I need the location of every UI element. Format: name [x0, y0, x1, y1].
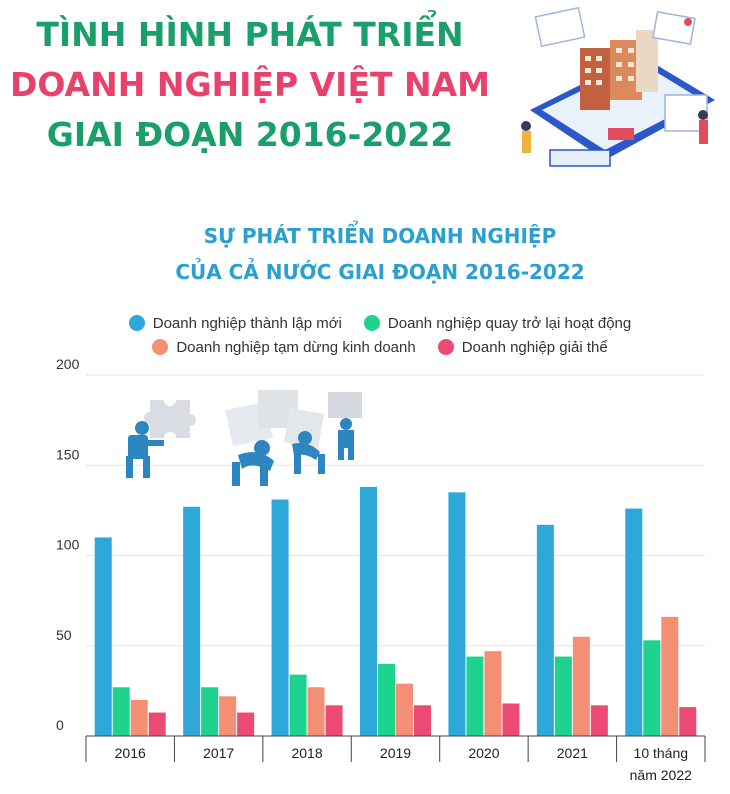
x-tick-label: 2017 — [203, 745, 234, 761]
legend-item-dissolved: Doanh nghiệp giải thể — [437, 338, 608, 356]
bar — [271, 499, 289, 736]
bar — [396, 683, 413, 736]
bar — [661, 616, 679, 736]
office-building-illustration — [521, 6, 715, 167]
x-tick-label: 2016 — [115, 745, 146, 761]
title-line-3: GIAI ĐOẠN 2016-2022 — [46, 115, 454, 154]
bar — [679, 707, 697, 736]
x-tick-label: 2018 — [291, 745, 322, 761]
bar — [590, 705, 608, 736]
bar — [183, 506, 201, 736]
legend-label-suspended: Doanh nghiệp tạm dừng kinh doanh — [176, 338, 416, 356]
bar — [414, 705, 431, 736]
bar — [536, 524, 554, 736]
bar — [554, 656, 572, 736]
header-title: TÌNH HÌNH PHÁT TRIỂN DOANH NGHIỆP VIỆT N… — [0, 10, 500, 160]
title-line-1: TÌNH HÌNH PHÁT TRIỂN — [36, 15, 464, 54]
x-tick-label: 2019 — [380, 745, 411, 761]
bar — [572, 636, 590, 736]
x-tick-label: 10 tháng năm 2022 — [630, 745, 692, 783]
legend-label-dissolved: Doanh nghiệp giải thể — [461, 338, 608, 356]
bar — [94, 537, 112, 736]
legend-label-returned: Doanh nghiệp quay trở lại hoạt động — [387, 314, 632, 332]
x-axis: 2016 2017 2018 2019 2020 2021 10 tháng năm 2022 — [85, 735, 706, 783]
bar — [130, 699, 148, 736]
title-line-2: DOANH NGHIỆP VIỆT NAM — [10, 65, 490, 104]
legend-swatch-dissolved — [437, 339, 454, 355]
y-tick-label: 200 — [56, 356, 80, 372]
y-tick-label: 100 — [56, 537, 80, 553]
legend-swatch-new — [128, 315, 145, 331]
bar — [325, 705, 343, 736]
bar — [219, 696, 237, 736]
bars-layer — [94, 486, 697, 736]
legend-label-new: Doanh nghiệp thành lập mới — [152, 314, 342, 332]
chart-title-line-1: SỰ PHÁT TRIỂN DOANH NGHIỆP — [203, 224, 557, 248]
y-tick-label: 0 — [56, 717, 64, 733]
bar — [643, 640, 661, 736]
legend-item-returned: Doanh nghiệp quay trở lại hoạt động — [363, 314, 632, 332]
y-tick-label: 150 — [56, 446, 80, 462]
legend-item-new: Doanh nghiệp thành lập mới — [128, 314, 342, 332]
legend-item-suspended: Doanh nghiệp tạm dừng kinh doanh — [152, 338, 416, 356]
bar — [307, 687, 325, 736]
bar — [502, 703, 520, 736]
bar — [360, 486, 377, 736]
bar — [625, 508, 643, 736]
bar — [148, 712, 166, 736]
chart-title: SỰ PHÁT TRIỂN DOANH NGHIỆP CỦA CẢ NƯỚC G… — [0, 218, 730, 290]
x-tick-label: 2021 — [557, 745, 588, 761]
bar — [378, 663, 395, 736]
chart-legend: Doanh nghiệp thành lập mới Doanh nghiệp … — [0, 311, 730, 359]
bar — [112, 687, 130, 736]
chart-title-line-2: CỦA CẢ NƯỚC GIAI ĐOẠN 2016-2022 — [175, 260, 585, 284]
bar — [466, 656, 484, 736]
bar — [448, 492, 466, 736]
legend-swatch-suspended — [152, 339, 169, 355]
bar — [237, 712, 255, 736]
x-tick-label: 2020 — [468, 745, 499, 761]
legend-swatch-returned — [363, 315, 380, 331]
bar-chart: 0 50 100 150 200 2016 2017 2018 2019 2020 2021 10 … — [56, 356, 706, 783]
bar — [484, 651, 502, 736]
bar — [289, 674, 307, 736]
puzzle-illustration — [126, 390, 362, 486]
y-tick-label: 50 — [56, 627, 72, 643]
bar — [201, 687, 219, 736]
